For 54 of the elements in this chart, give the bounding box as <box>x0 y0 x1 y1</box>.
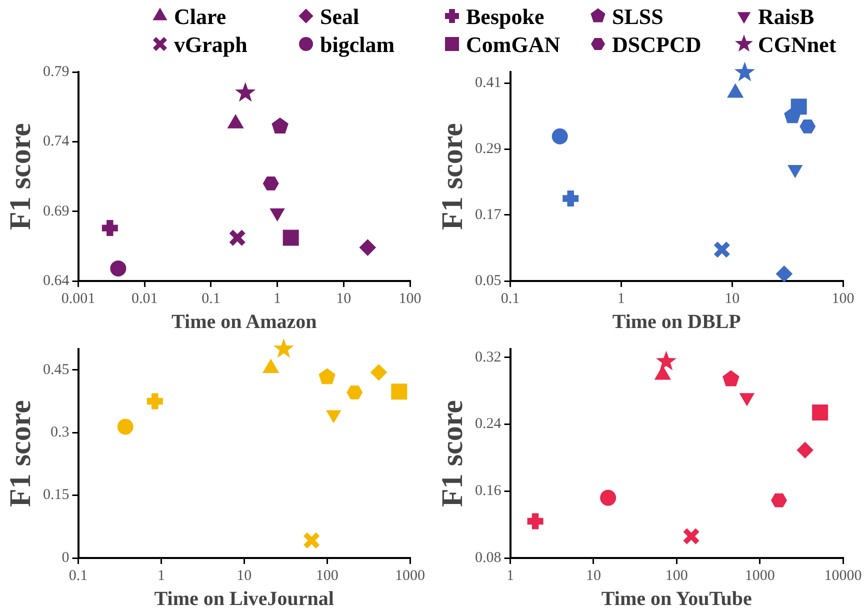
x-tick-label: 10000 <box>824 568 862 584</box>
y-tick-label: 0.3 <box>50 424 70 441</box>
y-tick-label: 0.79 <box>43 64 70 80</box>
x-tick-label: 1 <box>506 568 514 584</box>
x-tick-label: 1 <box>274 290 282 307</box>
y-tick-label: 0.24 <box>475 416 502 432</box>
legend-label: DSCPCD <box>612 30 702 58</box>
y-tick-label: 0.08 <box>475 550 502 566</box>
y-tick-label: 0.64 <box>43 272 70 289</box>
y-axis-title: F1 score <box>436 400 469 507</box>
x-tick-label: 0.001 <box>61 290 96 307</box>
x-tick-label: 0.1 <box>202 290 220 307</box>
x-axis-title: Time on YouTube <box>601 588 752 610</box>
x-tick-label: 100 <box>398 290 422 307</box>
x-axis-title: Time on DBLP <box>612 311 741 334</box>
x-tick-label: 100 <box>316 568 338 584</box>
legend-label: Clare <box>174 2 226 30</box>
legend-label: ComGAN <box>466 30 560 58</box>
y-tick-label: 0.29 <box>475 140 502 157</box>
legend-label: SLSS <box>612 2 664 30</box>
y-tick-label: 0.69 <box>43 203 70 220</box>
x-tick-label: 1000 <box>395 568 425 584</box>
y-tick-label: 0 <box>62 550 70 566</box>
x-tick-label: 0.1 <box>68 568 88 584</box>
y-tick-label: 0.45 <box>43 362 70 378</box>
legend-label: Bespoke <box>466 2 544 30</box>
x-tick-label: 1000 <box>744 568 775 584</box>
x-tick-label: 0.01 <box>131 290 158 307</box>
x-axis-title: Time on Amazon <box>172 311 317 334</box>
legend-label: vGraph <box>174 30 248 58</box>
x-tick-label: 10 <box>236 568 252 584</box>
x-tick-label: 100 <box>665 568 688 584</box>
x-axis-title: Time on LiveJournal <box>154 588 334 610</box>
legend-label: Seal <box>320 2 360 30</box>
x-tick-label: 100 <box>832 290 854 307</box>
legend-label: RaisB <box>758 2 814 30</box>
y-tick-label: 0.05 <box>475 272 502 289</box>
x-tick-label: 10 <box>336 290 352 307</box>
y-tick-label: 0.74 <box>43 134 70 150</box>
y-axis-title: F1 score <box>4 123 37 230</box>
x-tick-label: 1 <box>617 290 625 307</box>
y-tick-label: 0.15 <box>43 487 70 504</box>
x-tick-label: 10 <box>586 568 601 584</box>
x-tick-label: 10 <box>724 290 740 307</box>
y-tick-label: 0.41 <box>475 74 502 91</box>
y-axis-title: F1 score <box>4 400 37 507</box>
legend-label: bigclam <box>320 30 395 58</box>
legend-label: CGNnet <box>758 30 836 58</box>
y-tick-label: 0.16 <box>475 483 502 500</box>
x-tick-label: 1 <box>157 568 165 584</box>
x-tick-label: 0.1 <box>500 290 520 307</box>
y-tick-label: 0.17 <box>475 206 502 223</box>
y-tick-label: 0.32 <box>475 349 502 366</box>
y-axis-title: F1 score <box>436 123 469 230</box>
